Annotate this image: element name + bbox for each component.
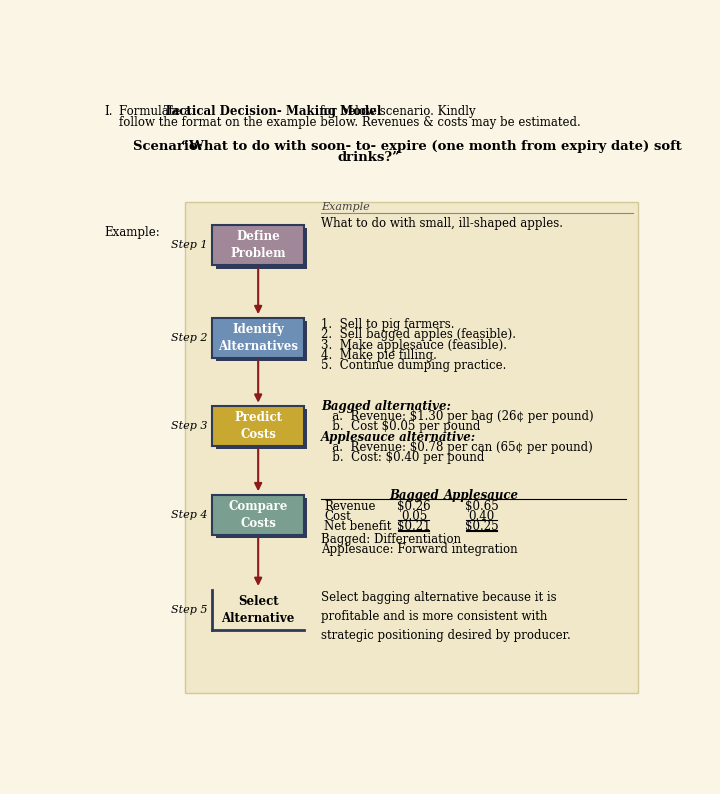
Text: 3.  Make applesauce (feasible).: 3. Make applesauce (feasible).: [321, 338, 507, 352]
Text: Compare
Costs: Compare Costs: [228, 500, 288, 530]
Text: Applesauce: Forward integration: Applesauce: Forward integration: [321, 543, 518, 557]
Text: 4.  Make pie filling.: 4. Make pie filling.: [321, 349, 437, 362]
Bar: [212, 318, 304, 358]
Text: $0.65: $0.65: [464, 500, 498, 513]
Text: a.  Revenue: $0.78 per can (65¢ per pound): a. Revenue: $0.78 per can (65¢ per pound…: [321, 441, 593, 454]
Text: Step 2: Step 2: [171, 333, 208, 343]
Text: Cost: Cost: [324, 511, 351, 523]
Text: drinks?”: drinks?”: [338, 152, 400, 164]
Text: Predict
Costs: Predict Costs: [234, 411, 282, 441]
Text: Identify
Alternatives: Identify Alternatives: [218, 323, 298, 353]
Bar: [215, 229, 307, 268]
Text: Scenario:: Scenario:: [132, 140, 207, 153]
Text: for below scenario. Kindly: for below scenario. Kindly: [315, 106, 475, 118]
Bar: [215, 321, 307, 361]
Text: Select bagging alternative because it is
profitable and is more consistent with
: Select bagging alternative because it is…: [321, 592, 571, 642]
Bar: [212, 407, 304, 446]
Text: b.  Cost $0.05 per pound: b. Cost $0.05 per pound: [321, 420, 480, 434]
Text: Applesauce alternative:: Applesauce alternative:: [321, 431, 476, 444]
Text: Applesauce: Applesauce: [444, 489, 519, 502]
Text: 0.05: 0.05: [401, 511, 427, 523]
Text: What to do with small, ill-shaped apples.: What to do with small, ill-shaped apples…: [321, 217, 563, 230]
Text: b.  Cost: $0.40 per pound: b. Cost: $0.40 per pound: [321, 451, 485, 464]
Text: follow the format on the example below. Revenues & costs may be estimated.: follow the format on the example below. …: [120, 116, 581, 129]
Text: Revenue: Revenue: [324, 500, 376, 513]
Text: Formulate a: Formulate a: [120, 106, 195, 118]
Text: Define
Problem: Define Problem: [230, 230, 286, 260]
Text: Step 4: Step 4: [171, 510, 208, 520]
Text: $0.26: $0.26: [397, 500, 431, 513]
Text: $0.25: $0.25: [464, 520, 498, 534]
Text: Step 1: Step 1: [171, 241, 208, 250]
Bar: [212, 495, 304, 535]
Text: Tactical Decision- Making Model: Tactical Decision- Making Model: [163, 106, 381, 118]
Bar: [215, 498, 307, 538]
Text: 0.40: 0.40: [468, 511, 495, 523]
Text: 5.  Continue dumping practice.: 5. Continue dumping practice.: [321, 360, 506, 372]
Text: a.  Revenue: $1.30 per bag (26¢ per pound): a. Revenue: $1.30 per bag (26¢ per pound…: [321, 410, 593, 423]
Text: Step 3: Step 3: [171, 422, 208, 431]
Text: Net benefit: Net benefit: [324, 520, 392, 534]
Bar: [212, 225, 304, 265]
Bar: [184, 202, 638, 693]
Bar: [215, 410, 307, 449]
Text: 2.  Sell bagged apples (feasible).: 2. Sell bagged apples (feasible).: [321, 328, 516, 341]
Text: Example: Example: [321, 202, 369, 212]
Text: Bagged: Differentiation: Bagged: Differentiation: [321, 534, 461, 546]
Text: Select
Alternative: Select Alternative: [222, 595, 295, 625]
Text: Example:: Example:: [104, 226, 160, 239]
Text: $0.21: $0.21: [397, 520, 431, 534]
Text: I.: I.: [104, 106, 112, 118]
Text: Bagged alternative:: Bagged alternative:: [321, 400, 451, 413]
Text: Bagged: Bagged: [389, 489, 438, 502]
Text: “What to do with soon- to- expire (one month from expiry date) soft: “What to do with soon- to- expire (one m…: [181, 140, 681, 153]
Text: 1.  Sell to pig farmers.: 1. Sell to pig farmers.: [321, 318, 454, 331]
Text: Step 5: Step 5: [171, 605, 208, 615]
